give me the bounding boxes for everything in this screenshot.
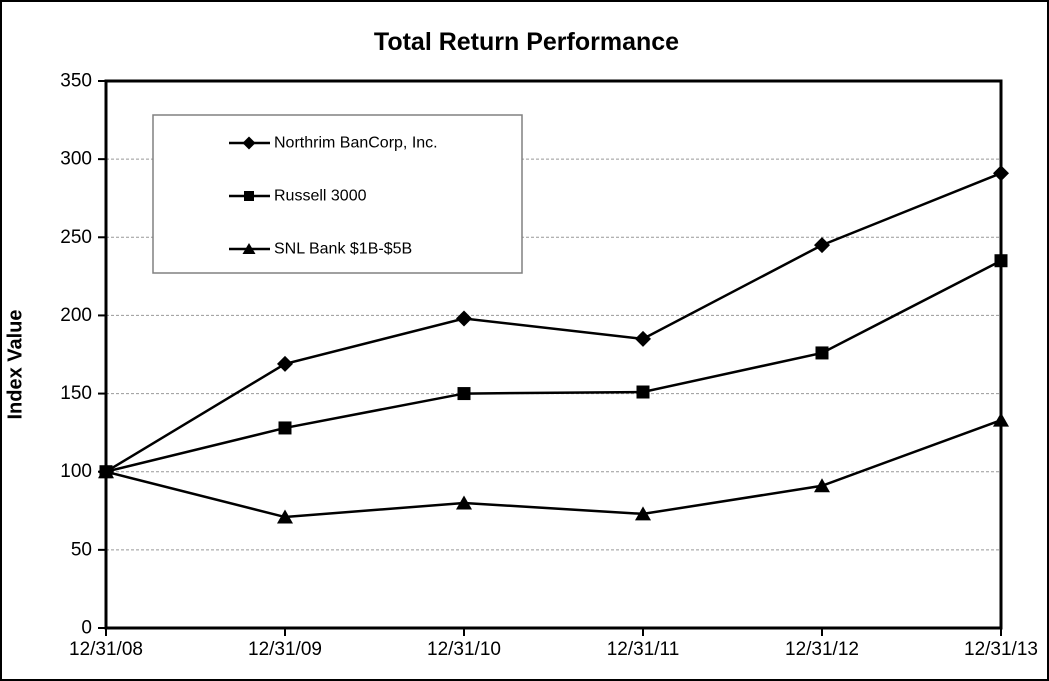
x-tick-label: 12/31/08 [69,639,143,660]
data-point-marker [814,478,830,493]
series-line [105,259,1002,473]
data-point-marker [994,254,1008,268]
y-tick-label: 300 [60,149,92,170]
data-point-marker [636,385,650,399]
plot-border [104,79,1003,630]
data-point-marker [457,387,471,401]
legend-marker [242,136,256,150]
data-point-marker [635,506,651,521]
y-tick-label: 350 [60,71,92,92]
data-point-marker [993,412,1009,427]
x-tick-label: 12/31/09 [248,639,322,660]
legend-marker [242,243,256,254]
y-tick-label: 0 [81,618,92,639]
y-tick-label: 250 [60,227,92,248]
x-tick-label: 12/31/12 [785,639,859,660]
data-point-marker [635,330,651,347]
legend-label: Russell 3000 [274,188,367,205]
data-point-marker [815,346,829,360]
data-point-marker [98,464,114,479]
data-point-marker [993,165,1009,182]
legend-label: SNL Bank $1B-$5B [274,241,412,258]
y-tick-label: 150 [60,383,92,404]
x-tick-label: 12/31/10 [427,639,501,660]
y-tick-label: 100 [60,461,92,482]
data-point-marker [277,509,293,524]
series-line [105,418,1002,519]
legend-label: Northrim BanCorp, Inc. [274,135,438,152]
data-point-marker [277,355,293,372]
x-tick-label: 12/31/13 [964,639,1038,660]
y-tick-label: 50 [71,539,92,560]
x-tick-label: 12/31/11 [607,639,680,660]
data-point-marker [456,495,472,510]
y-tick-label: 200 [60,305,92,326]
legend-marker [244,191,254,201]
data-point-marker [814,237,830,254]
data-point-marker [278,421,292,435]
series-line [105,172,1002,473]
data-point-marker [456,310,472,327]
legend-box [152,114,523,274]
chart-title: Total Return Performance [373,28,680,56]
